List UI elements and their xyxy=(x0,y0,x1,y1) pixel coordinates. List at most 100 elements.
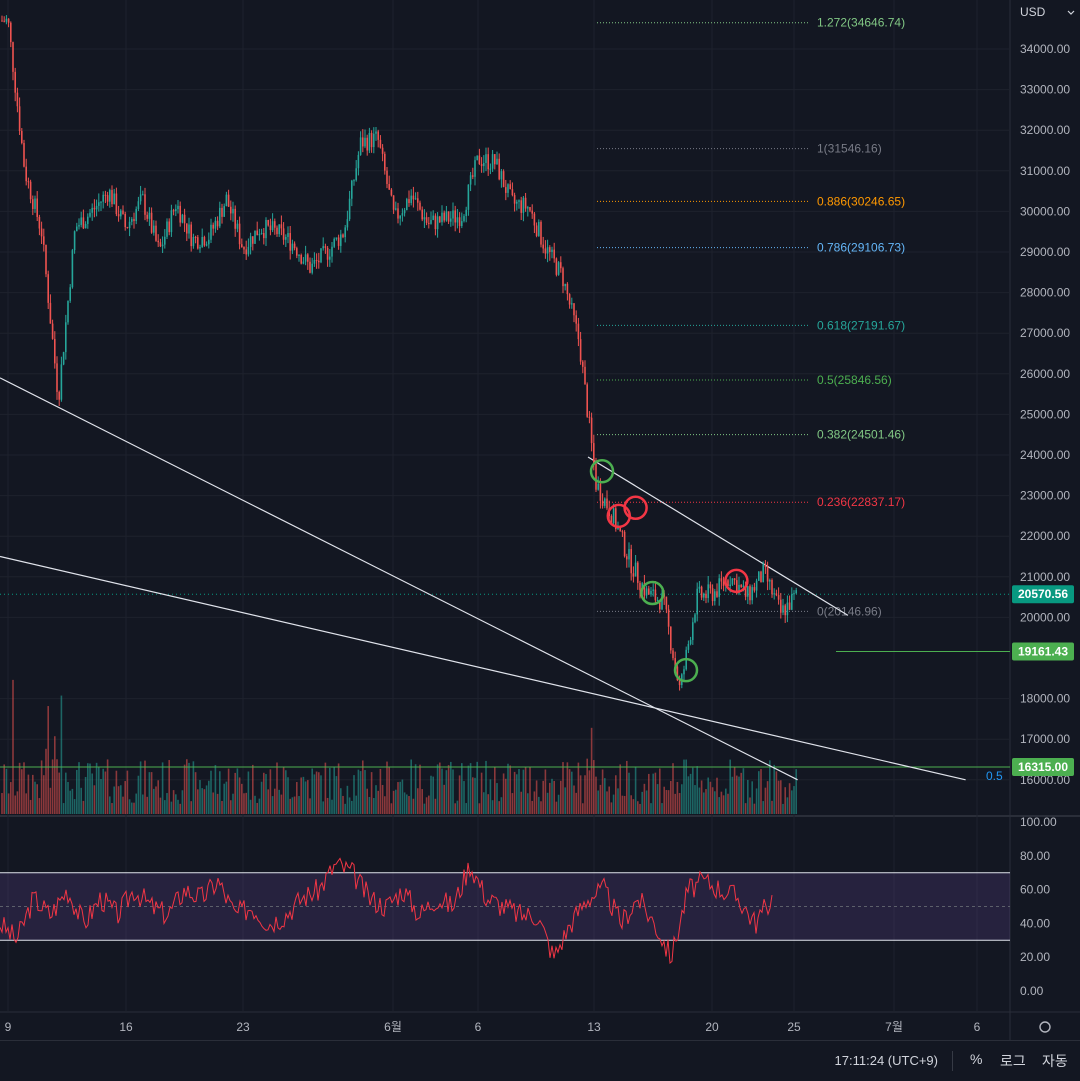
volume-bar xyxy=(516,774,518,814)
volume-bar xyxy=(197,789,199,814)
candle-body xyxy=(76,226,78,232)
candle-body xyxy=(137,201,140,209)
volume-bar xyxy=(461,763,463,814)
volume-bar xyxy=(621,795,624,814)
volume-bar xyxy=(773,764,775,814)
price-tick-label: 18000.00 xyxy=(1020,692,1070,706)
volume-bar xyxy=(16,791,19,814)
volume-bar xyxy=(331,799,333,814)
candle-body xyxy=(232,208,234,214)
candle-body xyxy=(531,210,533,214)
candle-body xyxy=(148,212,151,219)
price-tick-label: 28000.00 xyxy=(1020,286,1070,300)
volume-bar xyxy=(705,789,707,814)
candle-body xyxy=(751,587,753,601)
time-tick-label: 6 xyxy=(974,1020,981,1034)
time-tick-label: 25 xyxy=(787,1020,801,1034)
rsi-tick-label: 0.00 xyxy=(1020,984,1044,998)
volume-bar xyxy=(414,764,417,814)
status-bar: 17:11:24 (UTC+9) % 로그 자동 xyxy=(0,1040,1080,1081)
marked-points[interactable] xyxy=(589,458,749,683)
candle-body xyxy=(23,143,25,167)
candle-body xyxy=(696,588,698,615)
volume-bar xyxy=(410,759,412,814)
candle-body xyxy=(529,207,531,211)
volume-bar xyxy=(417,788,419,814)
candle-body xyxy=(205,244,208,246)
percent-scale-toggle[interactable]: % xyxy=(970,1051,983,1067)
candle-body xyxy=(606,498,608,509)
fib-level-label: 0.886(30246.65) xyxy=(817,194,905,208)
candle-body xyxy=(417,198,419,203)
fib-retracement[interactable]: 1.272(34646.74) 1(31546.16) 0.886(30246.65… xyxy=(597,16,905,619)
volume-bar xyxy=(91,773,93,814)
volume-bar xyxy=(329,767,331,814)
candle-body xyxy=(29,181,32,200)
fib-level-label: 0.5(25846.56) xyxy=(817,373,892,387)
volume-bar xyxy=(472,777,474,814)
volume-bar xyxy=(670,781,672,814)
candle-body xyxy=(102,194,104,202)
volume-bar xyxy=(527,793,529,814)
volume-bar xyxy=(540,801,542,814)
candle-body xyxy=(577,323,580,340)
volume-bar xyxy=(285,770,287,814)
candle-body xyxy=(69,287,71,301)
volume-bar xyxy=(120,785,122,814)
candle-body xyxy=(628,549,630,560)
candle-body xyxy=(452,210,454,219)
candle-body xyxy=(540,221,542,245)
volume-bar xyxy=(192,761,195,814)
highlight-circle xyxy=(724,568,749,594)
price-tick-label: 25000.00 xyxy=(1020,407,1070,421)
log-scale-toggle[interactable]: 로그 xyxy=(1000,1053,1026,1069)
volume-bar xyxy=(452,769,454,814)
trendlines[interactable] xyxy=(0,377,966,781)
volume-bar xyxy=(201,788,203,814)
volume-bar xyxy=(786,797,789,814)
candle-body xyxy=(87,216,89,224)
candle-body xyxy=(505,187,507,193)
candle-body xyxy=(782,605,784,613)
horizontal-levels[interactable]: 0.5 xyxy=(0,593,1010,783)
volume-bar xyxy=(608,786,610,814)
candle-body xyxy=(485,154,487,163)
price-tick-label: 22000.00 xyxy=(1020,529,1070,543)
volume-bar xyxy=(586,758,588,814)
volume-bar xyxy=(718,797,720,814)
candle-body xyxy=(80,217,82,225)
volume-bar xyxy=(747,779,749,814)
candle-body xyxy=(518,200,520,202)
volume-bar xyxy=(333,767,335,814)
volume-bar xyxy=(309,798,311,814)
volume-bar xyxy=(135,793,137,814)
auto-scale-toggle[interactable]: 자동 xyxy=(1042,1053,1068,1069)
volume-bar xyxy=(7,793,10,814)
candle-body xyxy=(397,208,399,219)
volume-bar xyxy=(5,768,8,814)
candle-body xyxy=(487,154,489,170)
volume-bar xyxy=(788,783,791,814)
candle-body xyxy=(670,626,672,651)
candle-body xyxy=(139,194,142,202)
trendline xyxy=(0,555,966,781)
candle-body xyxy=(507,184,509,193)
rsi-tick-label: 100.00 xyxy=(1020,815,1057,829)
volume-bar xyxy=(146,796,148,814)
volume-bar xyxy=(73,799,76,814)
candle-body xyxy=(489,168,492,170)
volume-bar xyxy=(302,776,305,814)
candle-body xyxy=(469,175,472,185)
volume-bar xyxy=(762,801,764,814)
candle-body xyxy=(549,247,551,253)
candle-body xyxy=(280,224,283,229)
rsi-line xyxy=(0,857,773,964)
price-badge xyxy=(1012,585,1074,604)
time-tick-label: 23 xyxy=(236,1020,250,1034)
candle-body xyxy=(117,214,120,217)
candle-body xyxy=(793,593,795,595)
volume-bar xyxy=(65,772,67,814)
candle-body xyxy=(192,237,195,247)
volume-bar xyxy=(324,762,327,814)
